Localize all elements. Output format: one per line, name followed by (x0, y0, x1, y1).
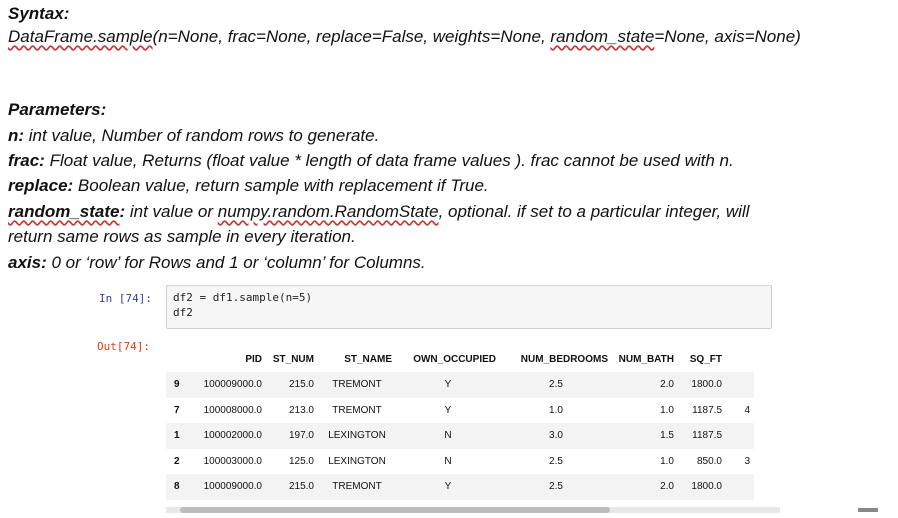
table-cell-truncated (726, 372, 754, 398)
table-cell-sq-ft: 1800.0 (678, 372, 726, 398)
table-cell-index: 2 (174, 455, 180, 467)
table-row: 8 100009000.0 215.0 TREMONT Y 2.5 2.0 18… (166, 474, 754, 500)
table-cell-st-name: TREMONT (332, 404, 382, 416)
param-axis-term: axis: (8, 253, 47, 272)
table-cell-truncated (726, 423, 754, 449)
table-cell-num-bedrooms: 2.5 (549, 455, 563, 467)
table-cell-num-bedrooms: 2.5 (500, 474, 612, 500)
table-cell-st-num: 213.0 (288, 404, 314, 416)
column-header-pid: PID (245, 353, 262, 365)
column-header-num-bath: NUM_BATH (618, 353, 674, 365)
parameters-heading: Parameters: (8, 100, 107, 119)
table-header-row: PID ST_NUM ST_NAME OWN_OCCUPIED NUM_BEDR… (166, 346, 754, 372)
param-axis: axis: 0 or ‘row’ for Rows and 1 or ‘colu… (8, 253, 426, 273)
table-row: 7 100008000.0 213.0 TREMONT Y 1.0 1.0 11… (166, 398, 754, 424)
syntax-arguments: (n=None, frac=None, replace=False, weigh… (152, 27, 551, 46)
syntax-heading: Syntax: (8, 4, 70, 23)
table-cell-num-bedrooms: 2.5 (500, 372, 612, 398)
table-row: 9 100009000.0 215.0 TREMONT Y 2.5 2.0 18… (166, 372, 754, 398)
table-cell-pid: 100003000.0 (203, 455, 262, 467)
table-cell-st-num: 215.0 (266, 372, 318, 398)
table-cell-truncated: 4 (744, 404, 750, 416)
table-cell-st-num: 197.0 (266, 423, 318, 449)
table-cell-pid: 100009000.0 (198, 474, 266, 500)
dataframe-table: PID ST_NUM ST_NAME OWN_OCCUPIED NUM_BEDR… (166, 346, 754, 500)
table-cell-st-name: TREMONT (318, 474, 396, 500)
input-prompt: In [74]: (99, 292, 152, 305)
syntax-signature: DataFrame.sample(n=None, frac=None, repl… (8, 27, 801, 47)
param-n: n: int value, Number of random rows to g… (8, 126, 379, 146)
param-n-desc: int value, Number of random rows to gene… (24, 126, 380, 145)
code-line-1: df2 = df1.sample(n=5) (173, 291, 313, 304)
table-cell-sq-ft: 1800.0 (678, 474, 726, 500)
param-random-state-desc: int value or (125, 202, 218, 221)
table-cell-st-name: TREMONT (318, 372, 396, 398)
horizontal-scrollbar[interactable] (166, 507, 780, 513)
column-header-num-bedrooms: NUM_BEDROOMS (520, 353, 608, 365)
table-cell-num-bath: 2.0 (612, 474, 678, 500)
table-cell-num-bath: 1.5 (612, 423, 678, 449)
table-cell-index: 1 (166, 423, 198, 449)
param-replace: replace: Boolean value, return sample wi… (8, 176, 489, 196)
table-cell-num-bath: 2.0 (612, 372, 678, 398)
param-random-state: random_state: int value or numpy.random.… (8, 202, 749, 222)
table-cell-sq-ft: 1187.5 (678, 423, 726, 449)
param-random-state-line2: return same rows as sample in every iter… (8, 227, 356, 246)
table-cell-pid: 100009000.0 (198, 372, 266, 398)
param-frac: frac: Float value, Returns (float value … (8, 151, 734, 171)
param-replace-term: replace: (8, 176, 74, 195)
param-random-state-desc-after: , optional. if set to a particular integ… (438, 202, 750, 221)
column-header-index (166, 346, 198, 372)
code-line-2: df2 (173, 306, 193, 319)
table-cell-st-num: 215.0 (266, 474, 318, 500)
param-random-state-link: numpy.random.RandomState (217, 202, 439, 221)
table-cell-num-bedrooms: 3.0 (500, 423, 612, 449)
column-header-truncated (726, 346, 754, 372)
table-cell-sq-ft: 1187.5 (692, 404, 722, 416)
table-cell-pid: 100002000.0 (198, 423, 266, 449)
column-header-st-num: ST_NUM (272, 353, 314, 365)
table-cell-index: 9 (166, 372, 198, 398)
table-cell-index: 8 (166, 474, 198, 500)
table-cell-st-name: LEXINGTON (328, 455, 386, 467)
syntax-function-name: DataFrame.sample (8, 27, 153, 46)
table-cell-pid: 100008000.0 (203, 404, 262, 416)
code-cell[interactable]: df2 = df1.sample(n=5) df2 (166, 285, 772, 329)
param-replace-desc: Boolean value, return sample with replac… (73, 176, 489, 195)
table-row: 1 100002000.0 197.0 LEXINGTON N 3.0 1.5 … (166, 423, 754, 449)
dataframe-output: PID ST_NUM ST_NAME OWN_OCCUPIED NUM_BEDR… (166, 346, 780, 514)
column-header-own-occupied: OWN_OCCUPIED (413, 353, 496, 365)
table-row: 2 100003000.0 125.0 LEXINGTON N 2.5 1.0 … (166, 449, 754, 475)
table-cell-own-occupied: N (444, 455, 452, 467)
table-cell-num-bath: 1.0 (660, 404, 674, 416)
table-cell-truncated: 3 (744, 455, 750, 467)
table-cell-truncated (726, 474, 754, 500)
param-frac-desc: Float value, Returns (float value * leng… (44, 151, 734, 170)
syntax-arguments-end: =None, axis=None) (654, 27, 801, 46)
param-axis-desc: 0 or ‘row’ for Rows and 1 or ‘column’ fo… (46, 253, 426, 272)
syntax-random-state: random_state (550, 27, 655, 46)
scrollbar-thumb[interactable] (180, 507, 610, 513)
param-random-state-term: random_state (8, 202, 120, 221)
table-cell-own-occupied: Y (396, 372, 500, 398)
slide-corner-mark (858, 508, 878, 512)
param-n-term: n: (8, 126, 25, 145)
table-cell-own-occupied: Y (396, 474, 500, 500)
table-cell-num-bath: 1.0 (660, 455, 674, 467)
table-cell-st-num: 125.0 (288, 455, 314, 467)
table-cell-own-occupied: N (396, 423, 500, 449)
column-header-sq-ft: SQ_FT (689, 353, 722, 365)
table-cell-own-occupied: Y (444, 404, 452, 416)
table-cell-sq-ft: 850.0 (696, 455, 722, 467)
table-cell-index: 7 (174, 404, 180, 416)
param-random-state-colon: : (119, 202, 126, 221)
output-prompt: Out[74]: (97, 340, 150, 353)
table-cell-st-name: LEXINGTON (318, 423, 396, 449)
table-cell-num-bedrooms: 1.0 (549, 404, 563, 416)
param-frac-term: frac: (8, 151, 45, 170)
column-header-st-name: ST_NAME (344, 353, 392, 365)
